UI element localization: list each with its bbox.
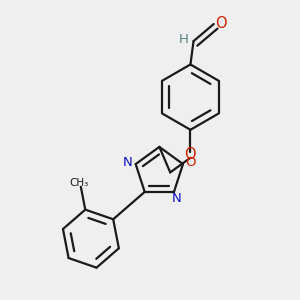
- Text: O: O: [184, 147, 196, 162]
- Text: N: N: [172, 192, 182, 205]
- Text: CH₃: CH₃: [69, 178, 89, 188]
- Text: O: O: [185, 156, 196, 169]
- Text: H: H: [179, 33, 188, 46]
- Text: N: N: [123, 156, 133, 169]
- Text: O: O: [215, 16, 226, 31]
